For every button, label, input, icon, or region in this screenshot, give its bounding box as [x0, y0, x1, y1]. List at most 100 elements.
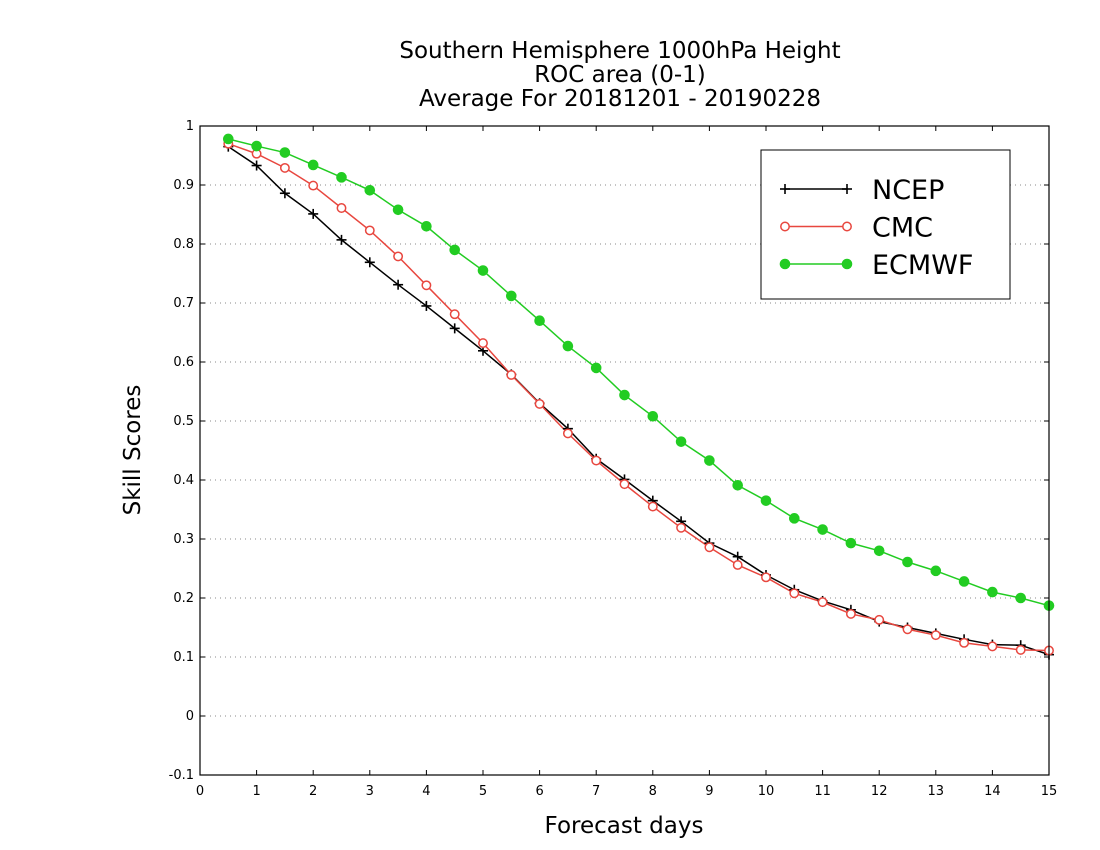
x-tick-label: 0: [196, 784, 204, 799]
cmc-point: [534, 398, 545, 409]
ecmwf-point: [506, 290, 517, 302]
ecmwf-point: [336, 172, 347, 183]
cmc-point: [732, 560, 743, 570]
x-tick-label: 8: [649, 784, 657, 799]
ecmwf-point: [675, 436, 687, 447]
ecmwf-point: [251, 140, 262, 152]
legend-ecmwf-marker: [841, 258, 853, 270]
x-axis-label: Forecast days: [545, 813, 704, 839]
ecmwf-point: [534, 315, 545, 327]
ecmwf-point: [930, 565, 942, 577]
y-tick-label: 0.2: [173, 591, 194, 606]
cmc-point: [619, 479, 630, 490]
ecmwf-point: [449, 244, 461, 256]
cmc-point: [562, 428, 573, 439]
ecmwf-point: [421, 221, 432, 232]
cmc-point: [930, 630, 941, 641]
x-tick-label: 10: [758, 784, 775, 799]
cmc-point: [308, 180, 319, 191]
cmc-point: [478, 338, 488, 349]
cmc-point: [279, 162, 290, 173]
y-tick-label: 1: [186, 119, 194, 134]
x-tick-label: 9: [705, 784, 713, 799]
ecmwf-point: [817, 524, 828, 535]
ecmwf-point: [647, 410, 659, 422]
ecmwf-point: [1015, 592, 1027, 604]
y-tick-label: 0.1: [173, 650, 194, 665]
x-tick-label: 14: [984, 784, 1001, 799]
cmc-point: [336, 203, 347, 213]
legend-box: [760, 149, 1011, 300]
ecmwf-point: [619, 389, 630, 401]
legend-ncep-label: NCEP: [872, 175, 944, 206]
cmc-point: [364, 225, 375, 236]
ncep-point: [336, 234, 347, 245]
y-tick-label: 0.6: [173, 355, 194, 370]
title-line-2: ROC area (0-1): [534, 62, 706, 88]
x-tick-label: 12: [871, 784, 888, 799]
ecmwf-point: [845, 537, 857, 549]
cmc-point: [959, 637, 970, 648]
cmc-point: [845, 608, 856, 619]
ncep-point: [421, 300, 432, 311]
cmc-point: [393, 251, 404, 262]
cmc-point: [817, 597, 828, 608]
ecmwf-point: [902, 556, 913, 568]
ecmwf-point: [392, 204, 404, 216]
ecmwf-point: [279, 147, 291, 158]
ncep-point: [449, 323, 460, 334]
x-tick-label: 2: [309, 784, 317, 799]
cmc-point: [506, 370, 517, 380]
ecmwf-point: [704, 455, 715, 466]
ncep-point: [364, 257, 375, 268]
legend-cmc-marker: [780, 221, 790, 232]
cmc-point: [987, 641, 998, 652]
y-tick-label: 0.8: [173, 237, 194, 252]
ecmwf-point: [987, 586, 998, 598]
legend-cmc-marker: [842, 221, 852, 232]
legend-cmc-label: CMC: [872, 213, 933, 244]
ecmwf-point: [477, 265, 489, 276]
plot-area-frame: [199, 125, 1050, 776]
cmc-point: [902, 624, 913, 635]
y-tick-label: 0.4: [173, 473, 194, 488]
cmc-point: [789, 588, 800, 599]
cmc-point: [647, 501, 658, 512]
ncep-point: [308, 208, 319, 219]
x-tick-label: 13: [928, 784, 945, 799]
series-markers: [223, 133, 1055, 660]
ecmwf-point: [223, 133, 234, 145]
x-tick-label: 4: [422, 784, 430, 799]
x-tick-label: 7: [592, 784, 600, 799]
legend-ncep-marker: [780, 184, 790, 194]
ecmwf-point: [789, 513, 800, 524]
cmc-point: [1015, 644, 1026, 655]
chart-title: Southern Hemisphere 1000hPa Height ROC a…: [399, 38, 840, 112]
title-line-1: Southern Hemisphere 1000hPa Height: [399, 38, 840, 64]
ecmwf-point: [307, 159, 319, 171]
cmc-point: [591, 455, 602, 466]
x-tick-label: 15: [1041, 784, 1058, 799]
cmc-point: [421, 280, 432, 291]
cmc-point: [761, 572, 771, 583]
x-tick-label: 6: [535, 784, 543, 799]
y-tick-label: 0.7: [173, 296, 194, 311]
ecmwf-point: [590, 362, 602, 374]
ecmwf-point: [562, 340, 574, 352]
cmc-point: [874, 614, 885, 625]
ncep-point: [251, 160, 262, 171]
y-tick-label: 0: [186, 709, 194, 724]
y-tick-label: 0.5: [173, 414, 194, 429]
x-axis-ticks: 0 1 2 3 4 5 6 7 8 9 10 11 12 13 14 15: [196, 126, 1057, 799]
y-tick-label: -0.1: [169, 768, 194, 783]
legend-ecmwf-label: ECMWF: [872, 250, 973, 281]
legend-ncep-marker: [842, 184, 852, 194]
x-tick-label: 3: [366, 784, 374, 799]
x-tick-label: 1: [252, 784, 260, 799]
y-tick-label: 0.3: [173, 532, 194, 547]
y-axis-label: Skill Scores: [120, 385, 146, 516]
ncep-point: [279, 188, 290, 199]
title-line-3: Average For 20181201 - 20190228: [419, 86, 821, 112]
x-tick-label: 11: [814, 784, 831, 799]
